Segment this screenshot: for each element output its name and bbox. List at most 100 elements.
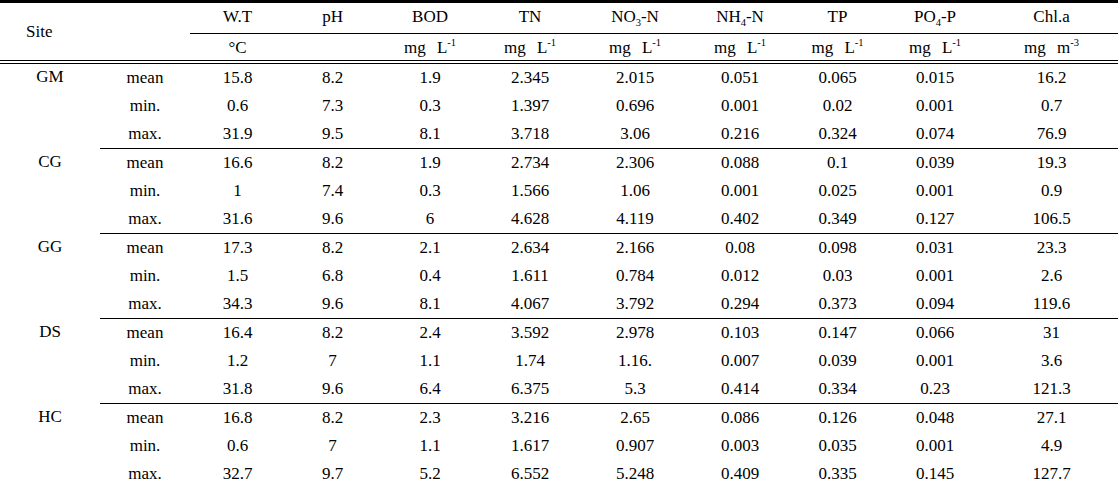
value-cell: 0.066 bbox=[885, 319, 985, 348]
value-cell: 0.907 bbox=[580, 432, 690, 460]
value-cell: 0.103 bbox=[690, 319, 790, 348]
table-row: max. 34.3 9.6 8.1 4.067 3.792 0.294 0.37… bbox=[0, 290, 1118, 319]
value-cell: 4.119 bbox=[580, 205, 690, 234]
value-cell: 0.3 bbox=[380, 177, 480, 205]
value-cell: 16.4 bbox=[190, 319, 285, 348]
value-cell: 8.2 bbox=[285, 149, 380, 178]
value-cell: 7.4 bbox=[285, 177, 380, 205]
value-cell: 1.397 bbox=[480, 92, 580, 120]
value-cell: 119.6 bbox=[985, 290, 1118, 319]
value-cell: 0.031 bbox=[885, 234, 985, 263]
table-row: max. 31.9 9.5 8.1 3.718 3.06 0.216 0.324… bbox=[0, 120, 1118, 149]
value-cell: 1 bbox=[190, 177, 285, 205]
col-header-tn: TN bbox=[480, 2, 580, 34]
value-cell: 7 bbox=[285, 347, 380, 375]
value-cell: 0.007 bbox=[690, 347, 790, 375]
value-cell: 9.6 bbox=[285, 290, 380, 319]
value-cell: 1.1 bbox=[380, 347, 480, 375]
value-cell: 0.001 bbox=[885, 262, 985, 290]
value-cell: 0.012 bbox=[690, 262, 790, 290]
value-cell: 8.2 bbox=[285, 234, 380, 263]
unit-bod: mg L-1 bbox=[380, 34, 480, 63]
value-cell: 2.015 bbox=[580, 62, 690, 92]
value-cell: 0.098 bbox=[790, 234, 885, 263]
value-cell: 9.6 bbox=[285, 205, 380, 234]
value-cell: 0.039 bbox=[885, 149, 985, 178]
col-header-label: pH bbox=[322, 7, 343, 26]
unit-superscript: -1 bbox=[855, 37, 864, 48]
table-row: DS mean 16.4 8.2 2.4 3.592 2.978 0.103 0… bbox=[0, 319, 1118, 348]
value-cell: 31.8 bbox=[190, 375, 285, 404]
unit-label: mg m bbox=[1024, 37, 1070, 56]
value-cell: 31.9 bbox=[190, 120, 285, 149]
value-cell: 1.611 bbox=[480, 262, 580, 290]
value-cell: 31.6 bbox=[190, 205, 285, 234]
table-row: max. 31.6 9.6 6 4.628 4.119 0.402 0.349 … bbox=[0, 205, 1118, 234]
unit-label: mg L bbox=[609, 37, 652, 56]
unit-superscript: -1 bbox=[447, 37, 456, 48]
unit-label: mg L bbox=[504, 37, 547, 56]
value-cell: 0.015 bbox=[885, 62, 985, 92]
table-row: min. 1 7.4 0.3 1.566 1.06 0.001 0.025 0.… bbox=[0, 177, 1118, 205]
value-cell: 0.03 bbox=[790, 262, 885, 290]
value-cell: 8.2 bbox=[285, 62, 380, 92]
value-cell: 5.2 bbox=[380, 460, 480, 488]
site-cell: HC bbox=[0, 404, 100, 488]
unit-superscript: -1 bbox=[757, 37, 766, 48]
value-cell: 1.06 bbox=[580, 177, 690, 205]
value-cell: 9.7 bbox=[285, 460, 380, 488]
value-cell: 7.3 bbox=[285, 92, 380, 120]
stat-label: min. bbox=[100, 262, 190, 290]
value-cell: 0.3 bbox=[380, 92, 480, 120]
value-cell: 0.001 bbox=[690, 92, 790, 120]
value-cell: 0.335 bbox=[790, 460, 885, 488]
value-cell: 1.16. bbox=[580, 347, 690, 375]
table-row: min. 1.5 6.8 0.4 1.611 0.784 0.012 0.03 … bbox=[0, 262, 1118, 290]
value-cell: 0.048 bbox=[885, 404, 985, 433]
site-cell: CG bbox=[0, 149, 100, 234]
unit-superscript: -1 bbox=[952, 37, 961, 48]
value-cell: 6.4 bbox=[380, 375, 480, 404]
unit-chla: mg m-3 bbox=[985, 34, 1118, 63]
value-cell: 2.4 bbox=[380, 319, 480, 348]
value-cell: 1.5 bbox=[190, 262, 285, 290]
value-cell: 3.6 bbox=[985, 347, 1118, 375]
value-cell: 8.1 bbox=[380, 120, 480, 149]
value-cell: 1.2 bbox=[190, 347, 285, 375]
value-cell: 0.216 bbox=[690, 120, 790, 149]
value-cell: 3.592 bbox=[480, 319, 580, 348]
unit-wt: °C bbox=[190, 34, 285, 63]
value-cell: 0.23 bbox=[885, 375, 985, 404]
site-column-header: Site bbox=[0, 2, 190, 63]
stat-label: min. bbox=[100, 347, 190, 375]
value-cell: 17.3 bbox=[190, 234, 285, 263]
value-cell: 31 bbox=[985, 319, 1118, 348]
stat-label: mean bbox=[100, 149, 190, 178]
value-cell: 2.978 bbox=[580, 319, 690, 348]
unit-tp: mg L-1 bbox=[790, 34, 885, 63]
stat-label: mean bbox=[100, 404, 190, 433]
value-cell: 0.6 bbox=[190, 432, 285, 460]
value-cell: 0.025 bbox=[790, 177, 885, 205]
value-cell: 32.7 bbox=[190, 460, 285, 488]
col-header-no3-n: NO3-N bbox=[580, 2, 690, 34]
value-cell: 2.3 bbox=[380, 404, 480, 433]
col-header-label: Chl.a bbox=[1033, 7, 1069, 26]
col-header-wt: W.T bbox=[190, 2, 285, 34]
value-cell: 121.3 bbox=[985, 375, 1118, 404]
value-cell: 1.9 bbox=[380, 149, 480, 178]
value-cell: 6.8 bbox=[285, 262, 380, 290]
value-cell: 5.248 bbox=[580, 460, 690, 488]
value-cell: 16.2 bbox=[985, 62, 1118, 92]
value-cell: 0.145 bbox=[885, 460, 985, 488]
col-header-label-post: -N bbox=[641, 7, 659, 26]
unit-label: mg L bbox=[404, 37, 447, 56]
water-quality-table: Site W.T pH BOD TN NO3-N NH4-N TP PO4-P … bbox=[0, 0, 1118, 488]
value-cell: 0.6 bbox=[190, 92, 285, 120]
site-cell: DS bbox=[0, 319, 100, 404]
value-cell: 0.001 bbox=[885, 432, 985, 460]
table-row: GG mean 17.3 8.2 2.1 2.634 2.166 0.08 0.… bbox=[0, 234, 1118, 263]
value-cell: 2.65 bbox=[580, 404, 690, 433]
table-row: max. 32.7 9.7 5.2 6.552 5.248 0.409 0.33… bbox=[0, 460, 1118, 488]
value-cell: 2.345 bbox=[480, 62, 580, 92]
